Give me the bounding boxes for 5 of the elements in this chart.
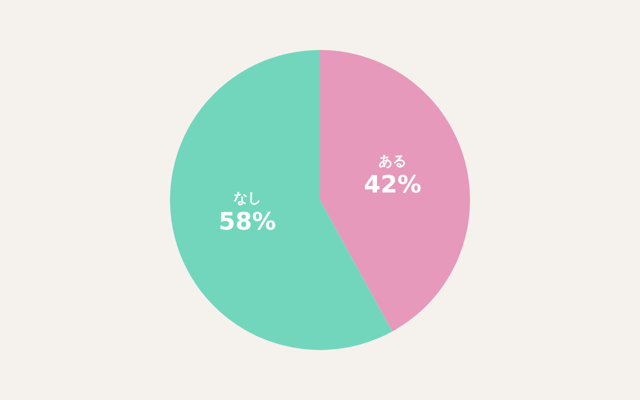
slice-label: ある — [378, 153, 407, 170]
pie-slice — [320, 50, 470, 332]
data-label: 58% — [218, 208, 276, 236]
slice-label: なし — [233, 190, 262, 207]
data-label: 42% — [364, 170, 422, 198]
